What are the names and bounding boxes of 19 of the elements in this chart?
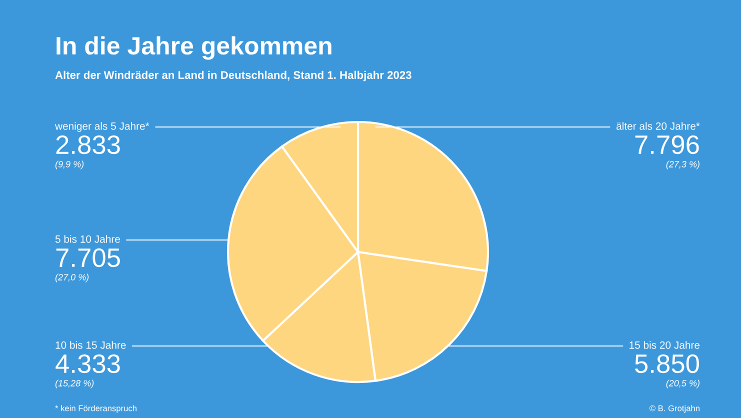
text: * kein Förderanspruch xyxy=(55,405,136,413)
data-label: 5.850 xyxy=(635,354,699,374)
data-label: 2.833 xyxy=(56,135,120,154)
slice-label: 10 bis 15 Jahre xyxy=(56,341,126,349)
text: (27,0 %) xyxy=(55,274,89,282)
chart-title: In die Jahre gekommen xyxy=(56,36,332,60)
text: (15,28 %) xyxy=(55,380,94,388)
chart-subtitle: Alter der Windräder an Land in Deutschland, Stand 1. Halbjahr 2023 xyxy=(55,70,412,82)
data-label: 7.705 xyxy=(56,248,120,268)
data-label: 7.796 xyxy=(635,135,699,154)
slice-label: 15 bis 20 Jahre xyxy=(630,341,700,349)
slice-label: älter als 20 Jahre* xyxy=(616,122,700,130)
text: © B. Grotjahn xyxy=(650,405,700,413)
slice-label: weniger als 5 Jahre* xyxy=(54,122,150,132)
slice-label: 5 bis 10 Jahre xyxy=(55,235,120,243)
data-label: 4.333 xyxy=(56,354,120,374)
text: (9,9 %) xyxy=(55,160,84,170)
text: (27,3 %) xyxy=(666,160,700,170)
text: (20,5 %) xyxy=(666,380,700,388)
